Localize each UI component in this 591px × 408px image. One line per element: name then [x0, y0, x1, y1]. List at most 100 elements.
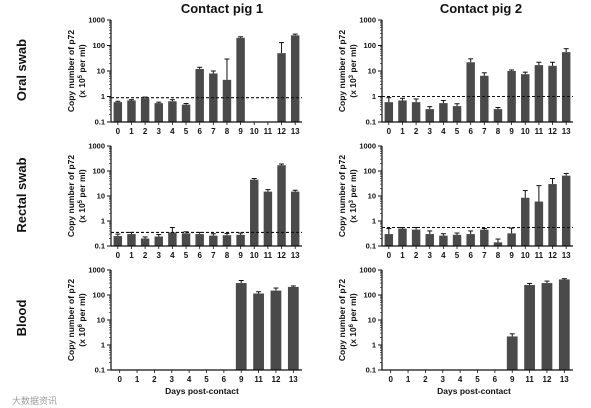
- x-tick-label-day-1: 1: [400, 251, 405, 260]
- bar-day-3: [425, 234, 434, 246]
- y-axis-label-exponent: 5: [78, 199, 84, 203]
- x-tick-label-day-8: 8: [496, 251, 501, 260]
- chart-panel-2: Copy number of p72 (x 103 per ml)0.111010…: [337, 16, 573, 136]
- bar-day-8: [493, 242, 503, 246]
- x-tick-label-day-12: 12: [277, 251, 286, 260]
- bar-day-0: [384, 234, 394, 246]
- x-tick-label-day-3: 3: [157, 127, 162, 136]
- x-tick-label-day-0: 0: [387, 127, 392, 136]
- bar-day-11: [524, 285, 535, 370]
- x-tick-label-day-2: 2: [414, 251, 419, 260]
- bar-day-7: [480, 229, 489, 246]
- bar-day-0: [113, 236, 123, 246]
- x-tick-label-day-9: 9: [509, 127, 514, 136]
- bar-day-13: [290, 191, 300, 246]
- bar-day-8: [493, 109, 503, 122]
- column-title-pig-2: Contact pig 2: [440, 1, 522, 16]
- y-axis-label-base: (x 10: [77, 203, 87, 223]
- x-tick-label-day-2: 2: [152, 375, 157, 384]
- y-axis-label-line1: Copy number of p72: [66, 155, 76, 237]
- x-tick-label-day-9: 9: [509, 251, 514, 260]
- x-tick-label-day-8: 8: [225, 251, 230, 260]
- bar-day-10: [521, 197, 530, 246]
- x-tick-label-day-0: 0: [117, 375, 122, 384]
- chart-panel-6: Copy number of p72 (x 106 per ml)0.111010…: [337, 266, 573, 384]
- bar-day-5: [452, 234, 462, 246]
- chart-panel-1: Copy number of p72 (x 105 per ml)0.111010…: [66, 16, 302, 136]
- bar-day-0: [113, 102, 123, 122]
- x-tick-label-day-12: 12: [277, 127, 286, 136]
- x-tick-label-day-1: 1: [406, 375, 411, 384]
- x-tick-label-day-5: 5: [184, 251, 189, 260]
- y-tick-label: 1000: [359, 142, 376, 151]
- y-axis-label-base: (x 10: [348, 327, 358, 347]
- x-tick-label-day-6: 6: [197, 251, 202, 260]
- bar-day-3: [154, 236, 163, 246]
- y-tick-label: 1: [372, 341, 376, 350]
- bar-day-5: [181, 104, 191, 122]
- x-tick-label-day-11: 11: [535, 127, 544, 136]
- bar-day-1: [127, 100, 136, 122]
- x-tick-label-day-8: 8: [225, 127, 230, 136]
- y-tick-label: 100: [92, 41, 105, 50]
- y-tick-label: 10: [368, 192, 376, 201]
- x-tick-label-day-12: 12: [543, 375, 552, 384]
- bar-day-6: [195, 68, 204, 122]
- row-label-rectal-swab: Rectal swab: [14, 157, 29, 232]
- x-tick-label-day-1: 1: [135, 375, 140, 384]
- x-tick-label-day-2: 2: [143, 251, 148, 260]
- bar-day-1: [127, 234, 136, 246]
- bar-day-2: [411, 229, 421, 246]
- x-tick-label-day-7: 7: [482, 127, 487, 136]
- panels-group: Copy number of p72 (x 105 per ml)0.111010…: [66, 16, 573, 384]
- y-tick-label: 1: [372, 217, 376, 226]
- bar-day-13: [287, 286, 299, 370]
- y-tick-label: 10: [97, 316, 105, 325]
- x-tick-label-day-4: 4: [187, 375, 192, 384]
- y-axis-label-unit: per ml): [348, 293, 358, 324]
- bar-day-13: [561, 52, 571, 122]
- y-axis-label-base: (x 10: [77, 327, 87, 347]
- x-tick-label-day-2: 2: [414, 127, 419, 136]
- x-tick-label-day-6: 6: [197, 127, 202, 136]
- y-tick-label: 1: [101, 217, 105, 226]
- bar-day-4: [439, 235, 448, 246]
- x-tick-label-day-4: 4: [170, 251, 175, 260]
- x-axis-label-pig-1: Days post-contact: [165, 386, 239, 396]
- y-axis-label-exponent: 6: [78, 323, 84, 327]
- y-tick-label: 0.1: [95, 118, 105, 127]
- y-axis-label-line2: (x 103 per ml): [348, 169, 358, 223]
- x-tick-label-day-6: 6: [222, 375, 227, 384]
- bar-day-12: [548, 184, 557, 246]
- x-tick-label-day-9: 9: [238, 127, 243, 136]
- y-axis-label-line1: Copy number of p72: [66, 30, 76, 112]
- y-axis-label-exponent: 3: [349, 74, 355, 78]
- bar-day-11: [263, 191, 273, 246]
- x-tick-label-day-0: 0: [388, 375, 393, 384]
- bar-day-9: [235, 283, 247, 370]
- y-axis-label-line2: (x 103 per ml): [348, 44, 358, 98]
- x-tick-label-day-4: 4: [170, 127, 175, 136]
- y-tick-label: 1000: [359, 16, 376, 25]
- y-tick-label: 100: [363, 291, 376, 300]
- bar-day-12: [277, 53, 286, 122]
- x-tick-label-day-1: 1: [129, 127, 134, 136]
- y-axis-label-base: (x 10: [348, 78, 358, 98]
- x-tick-label-day-9: 9: [239, 375, 244, 384]
- bar-day-10: [521, 74, 530, 122]
- bar-day-7: [480, 75, 489, 122]
- row-label-blood: Blood: [14, 300, 29, 337]
- y-tick-label: 10: [97, 67, 105, 76]
- column-title-pig-1: Contact pig 1: [181, 1, 263, 16]
- x-tick-label-day-3: 3: [170, 375, 175, 384]
- x-axis-label-pig-2: Days post-contact: [437, 386, 511, 396]
- bar-day-9: [507, 71, 516, 122]
- x-tick-label-day-5: 5: [475, 375, 480, 384]
- chart-panel-5: Copy number of p72 (x 106 per ml)0.111010…: [66, 266, 302, 384]
- x-tick-label-day-11: 11: [264, 251, 273, 260]
- bar-day-5: [452, 106, 462, 122]
- y-axis-label-unit: per ml): [348, 169, 358, 200]
- y-tick-label: 1000: [359, 266, 376, 275]
- x-tick-label-day-13: 13: [560, 375, 569, 384]
- bar-day-9: [236, 234, 245, 246]
